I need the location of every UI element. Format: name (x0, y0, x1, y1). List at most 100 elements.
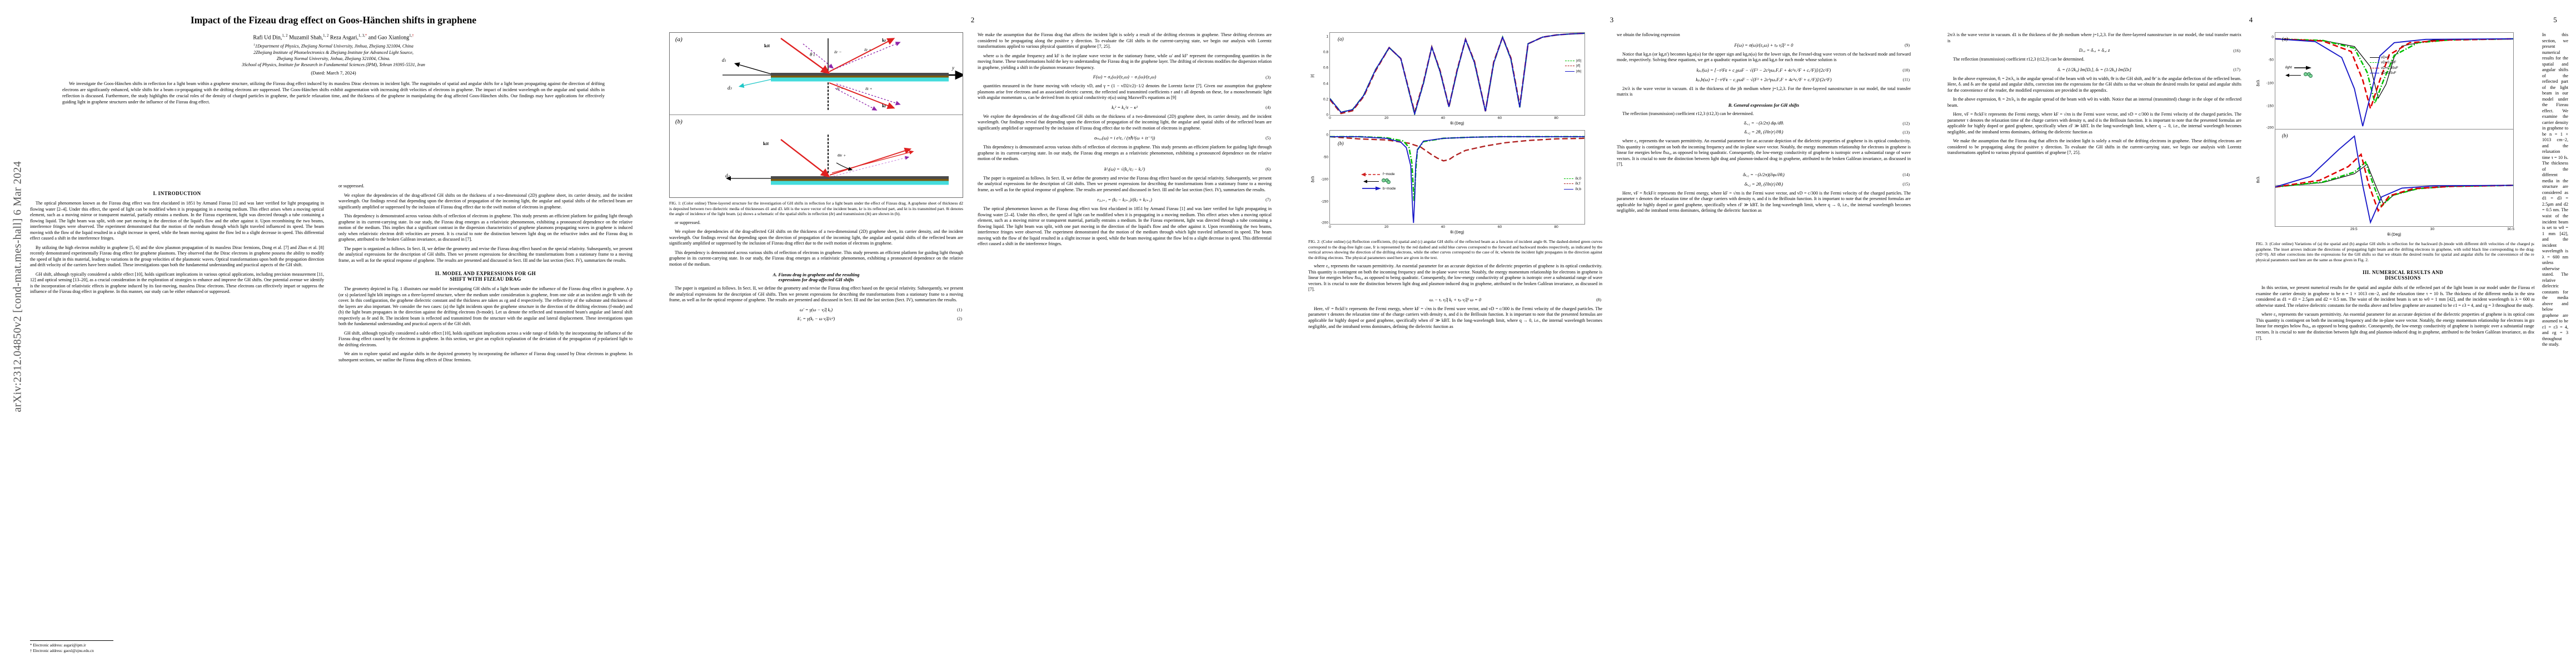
paragraph: The optical phenomenon known as the Fize… (978, 206, 1272, 247)
label-delta-t-minus: δt − (836, 86, 844, 91)
ytick: 0 (1326, 133, 1328, 137)
legend-item: δr,b (1564, 187, 1581, 192)
page-5-column-1: In this section, we present numerical re… (2542, 32, 2568, 659)
ytick: -100 (1321, 177, 1328, 182)
page-1-columns: I. INTRODUCTION The optical phenomenon k… (30, 183, 637, 659)
label-d2: d2 (725, 173, 730, 178)
page-3: 3 (a) 1 0.8 0.6 0.4 0.2 0 0 20 (1301, 0, 1923, 667)
equation-8: ωᵢ − τᵥ vД kᵧ + τₚ vД² ω = 0 (8) (1308, 297, 1602, 302)
equation-12-body: δᵣ,₁ = −(λ/2π) dφᵣ/dθᵢ (1743, 121, 1784, 126)
equation-11-tag: (11) (1902, 77, 1910, 82)
page-2-column-2: We make the assumption that the Fizeau d… (978, 32, 1272, 659)
equation-3-tag: (3) (1265, 74, 1270, 80)
affiliation-3: 3School of Physics, Institute for Resear… (242, 62, 425, 68)
equation-2-tag: (2) (957, 316, 962, 321)
subsection-heading-line2: expressions for drag-affected GH shifts (778, 277, 854, 283)
label-delta-r-minus: δr − (834, 49, 842, 54)
label-theta-i: θ i (810, 52, 815, 57)
equation-4: kᵧ² = k₀²ε − κ² (4) (978, 105, 1272, 110)
corresponding-dagger[interactable]: † (412, 34, 414, 38)
section-heading-model: II. MODEL AND EXPRESSIONS FOR GH SHIFT W… (338, 271, 632, 282)
paragraph: where ε₀ represents the vacuum permittiv… (1617, 138, 1911, 167)
legend-label: |rb| (1576, 69, 1581, 73)
inset-label-light: light (2285, 66, 2292, 69)
figure-2-panel-a: (a) 1 0.8 0.6 0.4 0.2 0 0 20 40 60 80 (1311, 32, 1585, 120)
equation-1-body: ω′ = γ(ω − vД kᵧ) (799, 307, 833, 312)
equation-10-body: kₚ,ᶠ(ω) = [−τ²Fᴇ + c₂γωF − √(F² − 2c²γωₓ… (1696, 67, 1831, 73)
paragraph: We explore the dependencies of the drag-… (669, 229, 963, 246)
xtick: 0 (1329, 116, 1331, 120)
affiliation-1: 11Department of Physics, Zhejiang Normal… (253, 43, 413, 49)
figure-1-caption: FIG. 1: (Color online) Three-layered str… (669, 201, 963, 217)
affiliation-2: 2Zhejiang Institute of Photoelectronics … (253, 50, 413, 56)
x-axis-label-2a: θi (Deg) (1450, 122, 1464, 126)
page-number: 2 (970, 16, 975, 24)
paragraph: 2π/λ is the wave vector in vacuum. d1 is… (1617, 86, 1911, 97)
figure-1-panel-b: (b) k0i (670, 115, 963, 197)
legend-label: δr,f (1575, 182, 1581, 186)
paragraph: In this section, we present numerical re… (2256, 285, 2550, 308)
ytick: -200 (1321, 221, 1328, 225)
equation-11-body: kₚ,b(ω) = [−τ²Fᴇ − c₂γωF − √(F² + 2c²γωₓ… (1696, 77, 1832, 82)
footnote-2[interactable]: † Electronic address: gaoxl@zjnu.edu.cn (30, 648, 94, 653)
page-1-column-2: or suppressed. We explore the dependenci… (338, 183, 632, 659)
arrow-left-icon (1361, 172, 1380, 177)
inset-f-mode: f−mode (1361, 172, 1396, 177)
equation-7-body: rⱼ,ⱼ₊₁ = (kⱼ − kⱼ₊₁)/(kⱼ + kⱼ₊₁) (1097, 197, 1152, 203)
paragraph: or suppressed. (675, 220, 701, 225)
equation-5-tag: (5) (1265, 135, 1270, 141)
x-axis-label-2b: θi (Deg) (1450, 231, 1464, 235)
equation-3: F(ω) = σ₀(ω)/(ε₀ω) − σ₁(ω)/(ε₀ω) (3) (978, 74, 1272, 79)
equation-10-tag: (10) (1902, 67, 1910, 73)
ytick: -50 (1323, 155, 1328, 160)
label-kr: kr (882, 37, 886, 43)
figure-3-panel-a: (a) 0 -50 -100 -150 -200 vD (2256, 32, 2514, 130)
equation-6-tag: (6) (1265, 166, 1270, 172)
y-axis-label-3a: δr/λ (2256, 79, 2261, 86)
equation-11: kₚ,b(ω) = [−τ²Fᴇ − c₂γωF − √(F² + 2c²γωₓ… (1617, 77, 1911, 82)
subsection-heading-fizeau-drag: A. Fizeau drag in graphene and the resul… (669, 272, 963, 282)
legend-item: vD=0 (2370, 55, 2398, 60)
section-heading-introduction: I. INTRODUCTION (153, 191, 201, 196)
page-5-partial: 5 In this section, we present numerical … (2534, 0, 2576, 667)
label-d3: d3 (728, 85, 732, 91)
legend-label: |rf| (1576, 64, 1581, 68)
paper-head: Impact of the Fizeau drag effect on Goos… (30, 14, 637, 106)
equation-13-tag: (13) (1902, 130, 1910, 135)
equation-14: δₜ,₁ = −(λ/2π)(∂φₜ/∂θᵢ) (14) (1617, 172, 1911, 177)
ytick: -200 (2266, 126, 2274, 130)
equation-13: δᵣ,₂ = 2θ₀ (∂ln|r|/∂θᵢ) (13) (1617, 130, 1911, 135)
figure-2a-curves (1330, 33, 1585, 115)
xtick: 60 (1497, 225, 1502, 229)
paragraph: We make the assumption that the Fizeau d… (1947, 138, 2241, 156)
equation-15-tag: (15) (1902, 181, 1910, 187)
page-5-columns: In this section, we present numerical re… (2542, 32, 2568, 659)
figure-3-caption: FIG. 3: (Color online) Variations of (a)… (2256, 241, 2550, 262)
xtick: 30.5 (2507, 227, 2515, 231)
xtick: 0 (1329, 225, 1331, 229)
corresponding-star[interactable]: * (365, 34, 367, 38)
arrow-right-black-icon (2294, 66, 2311, 70)
footnote-1[interactable]: * Electronic address: asgari@ipm.ir (30, 643, 86, 648)
panel-label-b: (b) (675, 118, 682, 125)
page-3-columns: (a) 1 0.8 0.6 0.4 0.2 0 0 20 40 60 80 (1308, 32, 1915, 659)
equation-7-tag: (7) (1265, 197, 1270, 202)
equation-1-tag: (1) (957, 307, 962, 312)
xtick: 60 (1497, 116, 1502, 120)
inset-drift-3a (2285, 71, 2313, 78)
paragraph: The paper is organized as follows. In Se… (669, 286, 963, 303)
equation-8-tag: (8) (1596, 297, 1601, 302)
label-delta-t-plus: δt + (865, 86, 873, 91)
paragraph: Here, vF = ℏckF/ε represents the Fermi e… (1308, 306, 1602, 329)
paragraph: The reflection (transmission) coefficien… (1953, 57, 2085, 62)
figure-3a-legend: vD=0 vD=0.2vF vD=0.35vF vD=0.5vF (2370, 55, 2398, 76)
panel-label-2b: (b) (1338, 141, 1344, 146)
equation-5-body: σₘₐₓ(ω) = i e²εₔ / (πℏ²(ω + iτ⁻¹)) (1094, 136, 1155, 141)
affiliation-1-text: 1Department of Physics, Zhejiang Normal … (255, 44, 413, 49)
figure-2: (a) 1 0.8 0.6 0.4 0.2 0 0 20 40 60 80 (1311, 32, 1585, 235)
equation-16-tag: (16) (2233, 48, 2240, 53)
figure-1-panel-b-graphic (726, 135, 949, 185)
page-2: 2 (a) (661, 0, 1284, 667)
figure-2-caption: FIG. 2: (Color online) (a) Reflection co… (1308, 239, 1602, 260)
